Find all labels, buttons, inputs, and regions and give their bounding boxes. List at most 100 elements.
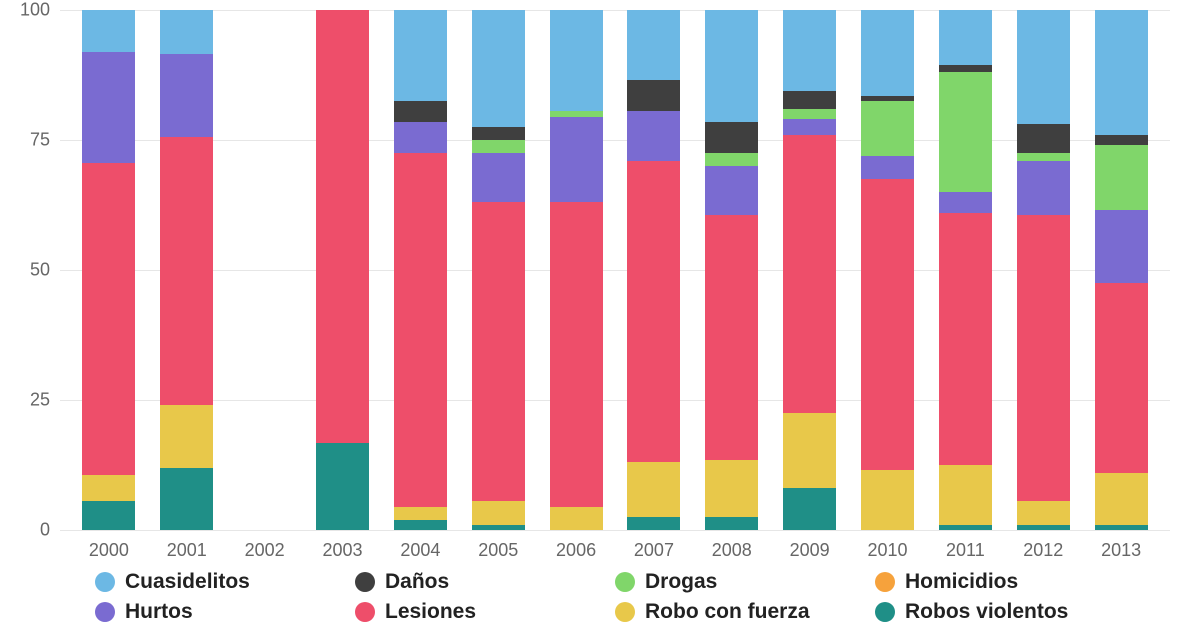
bar-segment-drogas — [861, 101, 914, 156]
stacked-bar — [783, 10, 836, 530]
y-axis-label: 0 — [10, 520, 50, 541]
bar-slot: 2010 — [849, 10, 927, 530]
stacked-bar — [1017, 10, 1070, 530]
chart-container: 0255075100 20002001200220032004200520062… — [0, 0, 1200, 640]
bar-segment-robos_violentos — [939, 525, 992, 530]
bar-slot: 2013 — [1082, 10, 1160, 530]
legend-label: Cuasidelitos — [125, 570, 250, 594]
bar-segment-lesiones — [394, 153, 447, 507]
bar-segment-robo_con_fuerza — [472, 501, 525, 524]
bar-segment-robo_con_fuerza — [939, 465, 992, 525]
bar-slot: 2005 — [459, 10, 537, 530]
legend-item-lesiones: Lesiones — [355, 600, 595, 624]
bar-segment-drogas — [1017, 153, 1070, 161]
bar-segment-drogas — [939, 72, 992, 192]
bar-segment-lesiones — [939, 213, 992, 465]
stacked-bar — [160, 10, 213, 530]
x-axis-label: 2000 — [89, 540, 129, 561]
x-axis-label: 2008 — [712, 540, 752, 561]
bar-segment-robo_con_fuerza — [627, 462, 680, 517]
bar-segment-danos — [939, 65, 992, 73]
x-axis-label: 2010 — [867, 540, 907, 561]
bar-segment-robo_con_fuerza — [82, 475, 135, 501]
bar-slot: 2007 — [615, 10, 693, 530]
bar-segment-hurtos — [472, 153, 525, 202]
y-axis-label: 75 — [10, 130, 50, 151]
x-axis-label: 2006 — [556, 540, 596, 561]
stacked-bar — [394, 10, 447, 530]
bar-segment-robo_con_fuerza — [861, 470, 914, 530]
bar-segment-robo_con_fuerza — [1095, 473, 1148, 525]
bar-segment-cuasidelitos — [394, 10, 447, 101]
bar-segment-cuasidelitos — [627, 10, 680, 80]
legend-item-drogas: Drogas — [615, 570, 855, 594]
bar-segment-lesiones — [1017, 215, 1070, 501]
stacked-bar — [238, 10, 291, 530]
bar-segment-danos — [783, 91, 836, 109]
bar-segment-robo_con_fuerza — [705, 460, 758, 517]
bar-segment-hurtos — [939, 192, 992, 213]
stacked-bar — [861, 10, 914, 530]
bar-segment-robos_violentos — [394, 520, 447, 530]
bar-slot: 2011 — [926, 10, 1004, 530]
x-axis-label: 2007 — [634, 540, 674, 561]
bar-segment-robo_con_fuerza — [1017, 501, 1070, 524]
y-axis-label: 25 — [10, 390, 50, 411]
bar-segment-lesiones — [82, 163, 135, 475]
bar-segment-robos_violentos — [472, 525, 525, 530]
legend-swatch — [875, 602, 895, 622]
legend-item-homicidios: Homicidios — [875, 570, 1115, 594]
bar-slot: 2003 — [304, 10, 382, 530]
legend-label: Hurtos — [125, 600, 193, 624]
stacked-bar — [627, 10, 680, 530]
legend-label: Lesiones — [385, 600, 476, 624]
bar-segment-lesiones — [316, 10, 369, 443]
legend-swatch — [615, 602, 635, 622]
bar-segment-hurtos — [705, 166, 758, 215]
bar-segment-hurtos — [627, 111, 680, 160]
legend-swatch — [615, 572, 635, 592]
bar-segment-hurtos — [1095, 210, 1148, 283]
bar-segment-lesiones — [472, 202, 525, 501]
bar-segment-lesiones — [783, 135, 836, 413]
bar-slot: 2009 — [771, 10, 849, 530]
legend-label: Homicidios — [905, 570, 1018, 594]
bar-segment-drogas — [1095, 145, 1148, 210]
x-axis-label: 2012 — [1023, 540, 1063, 561]
y-axis-label: 50 — [10, 260, 50, 281]
bar-slot: 2012 — [1004, 10, 1082, 530]
bar-slot: 2000 — [70, 10, 148, 530]
bar-segment-robo_con_fuerza — [394, 507, 447, 520]
bar-slot: 2004 — [381, 10, 459, 530]
x-axis-label: 2011 — [946, 540, 985, 561]
legend-swatch — [95, 602, 115, 622]
bar-segment-cuasidelitos — [1017, 10, 1070, 124]
legend-item-cuasidelitos: Cuasidelitos — [95, 570, 335, 594]
x-axis-label: 2002 — [245, 540, 285, 561]
bars-group: 2000200120022003200420052006200720082009… — [60, 10, 1170, 530]
bar-segment-lesiones — [550, 202, 603, 506]
bar-segment-hurtos — [82, 52, 135, 164]
bar-segment-cuasidelitos — [550, 10, 603, 111]
x-axis-label: 2001 — [167, 540, 207, 561]
bar-segment-robos_violentos — [316, 443, 369, 530]
stacked-bar — [82, 10, 135, 530]
x-axis-label: 2005 — [478, 540, 518, 561]
bar-segment-lesiones — [627, 161, 680, 463]
bar-segment-danos — [705, 122, 758, 153]
bar-segment-hurtos — [861, 156, 914, 179]
legend-label: Drogas — [645, 570, 717, 594]
grid-line — [60, 530, 1170, 531]
stacked-bar — [472, 10, 525, 530]
bar-segment-robos_violentos — [627, 517, 680, 530]
bar-segment-robos_violentos — [160, 468, 213, 530]
bar-segment-cuasidelitos — [861, 10, 914, 96]
bar-segment-drogas — [783, 109, 836, 119]
bar-segment-robo_con_fuerza — [783, 413, 836, 488]
legend-item-danos: Daños — [355, 570, 595, 594]
legend-swatch — [355, 572, 375, 592]
bar-segment-cuasidelitos — [472, 10, 525, 127]
legend-swatch — [95, 572, 115, 592]
stacked-bar — [705, 10, 758, 530]
legend-label: Daños — [385, 570, 449, 594]
